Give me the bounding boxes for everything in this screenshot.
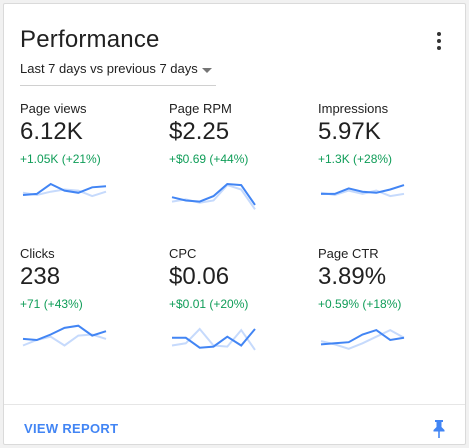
metric-label: Page views — [20, 101, 87, 116]
current-period-line — [171, 182, 256, 206]
metric-change: +$0.01 (+20%) — [169, 297, 249, 311]
current-period-line — [321, 184, 405, 195]
metric-page-rpm[interactable]: Page RPM $2.25 +$0.69 (+44%) — [169, 101, 309, 231]
dropdown-arrow-icon — [202, 68, 212, 73]
sparkline — [171, 327, 256, 351]
current-period-line — [22, 324, 107, 342]
sparkline — [320, 328, 405, 350]
metric-change: +71 (+43%) — [20, 297, 83, 311]
metric-change: +1.05K (+21%) — [20, 152, 101, 166]
metric-label: Clicks — [20, 246, 55, 261]
current-period-line — [172, 328, 256, 349]
current-period-line — [320, 328, 405, 346]
metric-page-ctr[interactable]: Page CTR 3.89% +0.59% (+18%) — [318, 246, 458, 376]
metric-clicks[interactable]: Clicks 238 +71 (+43%) — [20, 246, 160, 376]
metric-label: Impressions — [318, 101, 389, 116]
previous-period-line — [171, 183, 256, 210]
metric-value: 238 — [20, 263, 61, 290]
current-period-line — [22, 182, 107, 196]
metric-value: 3.89% — [318, 263, 387, 290]
metric-value: $0.06 — [169, 263, 230, 290]
metric-value: $2.25 — [169, 118, 230, 145]
previous-period-line — [320, 189, 405, 198]
sparkline — [22, 324, 107, 347]
metric-change: +1.3K (+28%) — [318, 152, 393, 166]
date-range-label: Last 7 days vs previous 7 days — [20, 61, 198, 76]
performance-card: Performance Last 7 days vs previous 7 da… — [3, 3, 466, 445]
metric-page-views[interactable]: Page views 6.12K +1.05K (+21%) — [20, 101, 160, 231]
footer-divider — [4, 404, 465, 405]
view-report-link[interactable]: VIEW REPORT — [24, 421, 119, 436]
metric-cpc[interactable]: CPC $0.06 +$0.01 (+20%) — [169, 246, 309, 376]
pin-icon[interactable] — [432, 419, 446, 439]
sparkline — [22, 182, 107, 198]
more-options-icon[interactable] — [430, 30, 448, 54]
metric-change: +0.59% (+18%) — [318, 297, 402, 311]
metric-impressions[interactable]: Impressions 5.97K +1.3K (+28%) — [318, 101, 458, 231]
metric-value: 6.12K — [20, 118, 83, 145]
metric-value: 5.97K — [318, 118, 381, 145]
metric-change: +$0.69 (+44%) — [169, 152, 249, 166]
metric-label: Page CTR — [318, 246, 379, 261]
sparkline — [171, 182, 256, 210]
sparkline — [320, 184, 405, 198]
metric-label: CPC — [169, 246, 197, 261]
metric-label: Page RPM — [169, 101, 232, 116]
previous-period-line — [320, 328, 405, 350]
date-range-dropdown[interactable]: Last 7 days vs previous 7 days — [20, 61, 216, 86]
card-title: Performance — [20, 26, 160, 53]
